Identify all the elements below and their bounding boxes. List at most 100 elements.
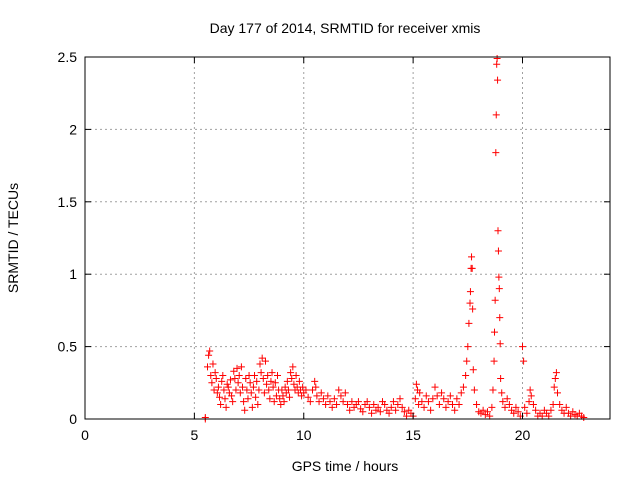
data-point <box>253 377 261 385</box>
data-point <box>526 386 534 394</box>
data-point <box>359 408 367 416</box>
data-point <box>279 392 287 400</box>
data-point <box>237 363 245 371</box>
data-point <box>232 386 240 394</box>
data-point <box>552 369 560 377</box>
data-point <box>525 398 533 406</box>
x-tick-label: 10 <box>296 427 312 443</box>
data-point <box>223 380 231 388</box>
data-point <box>551 374 559 382</box>
data-point <box>335 386 343 394</box>
data-point <box>258 354 266 362</box>
data-point <box>312 383 320 391</box>
data-point <box>521 403 529 411</box>
data-point <box>505 401 513 409</box>
data-point <box>278 386 286 394</box>
data-point <box>385 409 393 417</box>
data-point <box>240 398 248 406</box>
data-point <box>290 380 298 388</box>
data-point <box>283 377 291 385</box>
data-points <box>201 54 588 423</box>
data-point <box>287 369 295 377</box>
data-point <box>489 386 497 394</box>
data-point <box>527 392 535 400</box>
data-point <box>274 372 281 380</box>
data-point <box>289 363 297 371</box>
data-point <box>233 364 241 372</box>
data-point <box>259 374 267 382</box>
chart-title: Day 177 of 2014, SRMTID for receiver xmi… <box>210 20 481 36</box>
data-point <box>231 374 239 382</box>
data-point <box>479 406 487 414</box>
data-point <box>396 395 404 403</box>
data-point <box>490 357 498 365</box>
data-point <box>333 401 341 409</box>
data-point <box>207 372 215 380</box>
y-tick-label: 2.5 <box>58 49 78 65</box>
data-point <box>247 389 255 397</box>
data-point <box>264 372 272 380</box>
data-point <box>374 403 382 411</box>
grid <box>85 57 610 419</box>
data-point <box>496 340 504 348</box>
data-point <box>468 264 476 272</box>
data-point <box>416 389 424 397</box>
data-point <box>429 395 437 403</box>
data-point <box>328 403 336 411</box>
data-point <box>267 377 275 385</box>
data-point <box>453 395 461 403</box>
data-point <box>547 406 555 414</box>
data-point <box>235 372 243 380</box>
data-point <box>494 76 502 84</box>
data-point <box>498 389 506 397</box>
x-tick-label: 15 <box>405 427 421 443</box>
data-point <box>326 398 334 406</box>
data-point <box>491 328 498 336</box>
data-point <box>346 406 354 414</box>
data-point <box>494 247 502 255</box>
data-point <box>224 383 232 391</box>
data-point <box>420 403 428 411</box>
data-point <box>324 392 332 400</box>
data-point <box>244 395 252 403</box>
y-axis-label: SRMTID / TECUs <box>5 183 21 293</box>
data-point <box>363 398 371 406</box>
data-point <box>427 406 435 414</box>
data-point <box>292 372 300 380</box>
data-point <box>252 393 260 401</box>
data-point <box>562 403 570 411</box>
data-point <box>494 227 502 235</box>
data-point <box>284 386 292 394</box>
data-point <box>306 398 314 406</box>
data-point <box>242 374 250 382</box>
data-point <box>222 403 230 411</box>
data-point <box>246 379 254 387</box>
data-point <box>473 401 481 409</box>
data-point <box>389 398 397 406</box>
axis-ticks: 0 5 10 15 20 0 0.5 1 1.5 2 2.5 <box>58 49 610 443</box>
data-point <box>210 386 218 394</box>
data-point <box>218 377 226 385</box>
data-point <box>280 398 288 406</box>
y-tick-label: 2 <box>69 121 77 137</box>
x-tick-label: 20 <box>515 427 531 443</box>
data-point <box>549 401 557 409</box>
data-point <box>261 357 269 365</box>
data-point <box>550 383 558 391</box>
data-point <box>211 369 219 377</box>
data-point <box>205 351 213 359</box>
data-point <box>532 406 540 414</box>
data-point <box>567 412 575 420</box>
data-point <box>339 398 347 406</box>
data-point <box>529 401 537 409</box>
data-point <box>392 406 400 414</box>
y-tick-label: 1 <box>69 266 77 282</box>
data-point <box>418 398 426 406</box>
data-point <box>455 401 463 409</box>
data-point <box>330 395 338 403</box>
data-point <box>435 401 443 409</box>
data-point <box>446 392 454 400</box>
data-point <box>415 401 423 409</box>
data-point <box>495 285 503 293</box>
data-point <box>469 366 477 374</box>
